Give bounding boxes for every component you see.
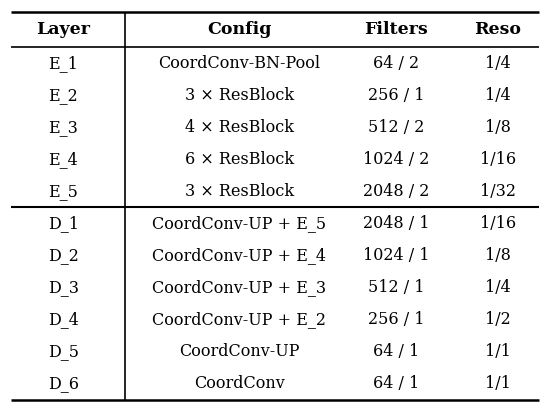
Text: 512 / 2: 512 / 2 [368, 119, 424, 136]
Text: 3 × ResBlock: 3 × ResBlock [185, 87, 294, 104]
Text: 1/8: 1/8 [485, 119, 511, 136]
Text: 3 × ResBlock: 3 × ResBlock [185, 183, 294, 200]
Text: E_3: E_3 [48, 119, 78, 136]
Text: CoordConv-UP + E_3: CoordConv-UP + E_3 [152, 279, 326, 296]
Text: 64 / 1: 64 / 1 [373, 375, 419, 392]
Text: 1/4: 1/4 [485, 55, 510, 72]
Text: 1/16: 1/16 [480, 215, 516, 232]
Text: 256 / 1: 256 / 1 [368, 87, 424, 104]
Text: 1/2: 1/2 [485, 311, 510, 328]
Text: D_6: D_6 [48, 375, 79, 392]
Text: Config: Config [207, 21, 272, 38]
Text: D_3: D_3 [48, 279, 79, 296]
Text: CoordConv: CoordConv [194, 375, 285, 392]
Text: 6 × ResBlock: 6 × ResBlock [185, 151, 294, 168]
Text: 1024 / 1: 1024 / 1 [363, 247, 429, 264]
Text: 1/4: 1/4 [485, 87, 510, 104]
Text: Layer: Layer [36, 21, 90, 38]
Text: 512 / 1: 512 / 1 [368, 279, 424, 296]
Text: D_5: D_5 [48, 343, 79, 360]
Text: CoordConv-UP + E_5: CoordConv-UP + E_5 [152, 215, 326, 232]
Text: D_1: D_1 [48, 215, 79, 232]
Text: E_2: E_2 [48, 87, 78, 104]
Text: 64 / 2: 64 / 2 [373, 55, 419, 72]
Text: 1/32: 1/32 [480, 183, 516, 200]
Text: 1/1: 1/1 [485, 343, 511, 360]
Text: 1/1: 1/1 [485, 375, 511, 392]
Text: E_4: E_4 [48, 151, 78, 168]
Text: E_5: E_5 [48, 183, 78, 200]
Text: CoordConv-UP + E_2: CoordConv-UP + E_2 [152, 311, 326, 328]
Text: CoordConv-UP: CoordConv-UP [179, 343, 300, 360]
Text: 2048 / 1: 2048 / 1 [363, 215, 429, 232]
Text: D_4: D_4 [48, 311, 79, 328]
Text: CoordConv-BN-Pool: CoordConv-BN-Pool [158, 55, 320, 72]
Text: 1/4: 1/4 [485, 279, 510, 296]
Text: 256 / 1: 256 / 1 [368, 311, 424, 328]
Text: 1024 / 2: 1024 / 2 [363, 151, 429, 168]
Text: Reso: Reso [474, 21, 521, 38]
Text: 1/8: 1/8 [485, 247, 511, 264]
Text: 1/16: 1/16 [480, 151, 516, 168]
Text: 64 / 1: 64 / 1 [373, 343, 419, 360]
Text: 2048 / 2: 2048 / 2 [363, 183, 429, 200]
Text: E_1: E_1 [48, 55, 78, 72]
Text: CoordConv-UP + E_4: CoordConv-UP + E_4 [152, 247, 326, 264]
Text: Filters: Filters [364, 21, 428, 38]
Text: D_2: D_2 [48, 247, 79, 264]
Text: 4 × ResBlock: 4 × ResBlock [185, 119, 294, 136]
